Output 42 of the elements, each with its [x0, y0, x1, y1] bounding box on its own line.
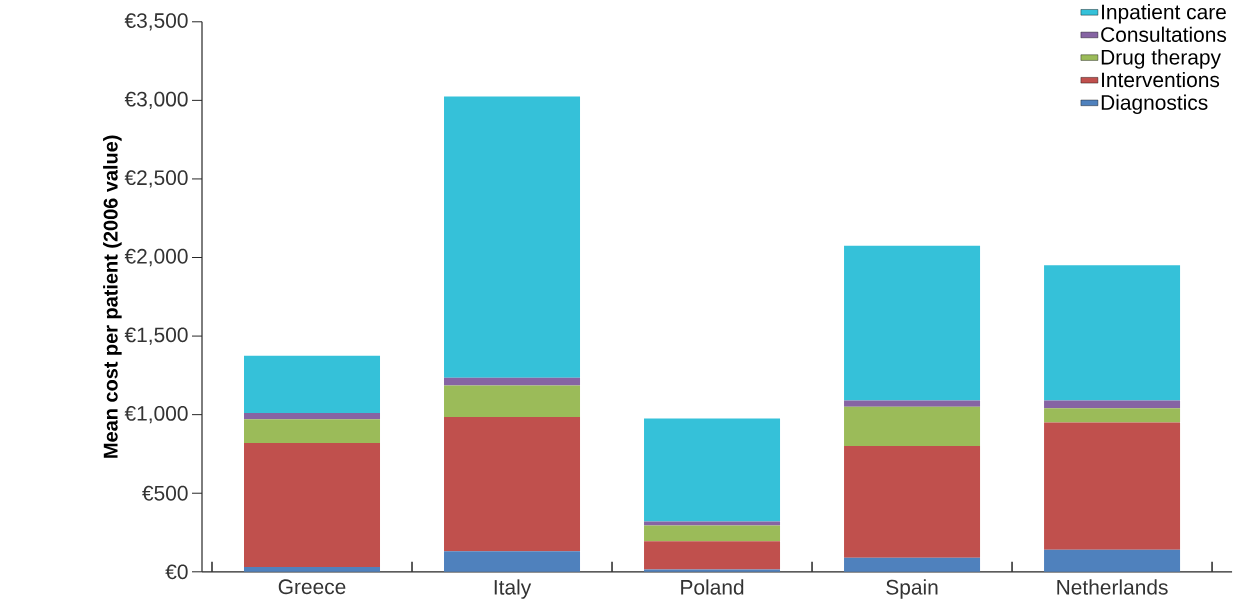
legend-label: Inpatient care [1102, 4, 1226, 24]
bar [244, 413, 381, 420]
y-tick-label: €3,000 [124, 91, 188, 110]
y-tick-label: €1,000 [124, 406, 188, 424]
x-tick-label: Poland [681, 579, 744, 595]
y-tick-label: €0 [165, 564, 188, 580]
bar [844, 446, 981, 558]
bar [844, 245, 981, 401]
bar [1044, 265, 1181, 401]
y-axis-title: Mean cost per patient (2006 value) [103, 135, 122, 458]
bar [444, 551, 581, 572]
y-tick-label: €3,500 [124, 13, 188, 31]
y-tick-label: €500 [142, 485, 188, 501]
bar [444, 377, 581, 386]
bar [444, 385, 581, 418]
bar [1044, 408, 1181, 423]
bar [444, 417, 581, 552]
bar [644, 525, 781, 542]
bar [644, 418, 781, 522]
bar [644, 541, 781, 570]
legend-label: Diagnostics [1101, 94, 1208, 115]
bar [244, 567, 381, 572]
y-tick-label: €2,500 [124, 170, 188, 188]
x-tick-label: Italy [494, 579, 532, 599]
bar [444, 96, 581, 378]
y-tick-label: €1,500 [124, 327, 188, 345]
x-tick-label: Netherlands [1057, 579, 1168, 595]
bar [244, 419, 381, 444]
y-tick-label: €2,000 [124, 248, 188, 267]
x-tick-label: Greece [278, 579, 346, 595]
x-tick-label: Spain [886, 579, 938, 599]
bar [244, 355, 381, 414]
bar [844, 400, 981, 407]
bar [1044, 422, 1181, 550]
legend-label: Interventions [1102, 72, 1220, 88]
bar [644, 569, 781, 572]
legend-label: Consultations [1101, 26, 1227, 43]
bar [244, 443, 381, 568]
bar [844, 557, 981, 572]
bar [844, 406, 981, 447]
legend-label: Drug therapy [1101, 49, 1221, 69]
bar [1044, 549, 1181, 572]
